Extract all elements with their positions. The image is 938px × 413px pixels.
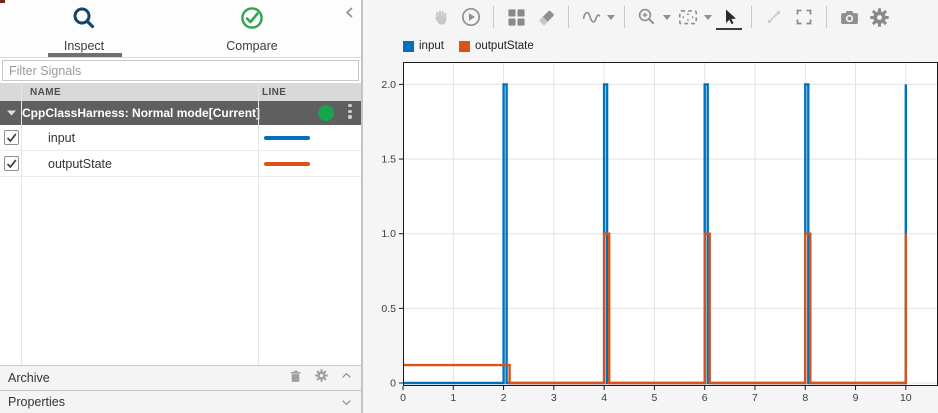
- maximize-icon[interactable]: [792, 3, 816, 31]
- run-expander-icon[interactable]: [7, 110, 16, 116]
- chevron-down-icon[interactable]: [340, 396, 353, 409]
- toolbar-separator: [751, 6, 752, 28]
- y-tick-label: 1.0: [381, 228, 396, 240]
- toolbar-separator: [624, 6, 625, 28]
- archive-label: Archive: [8, 371, 50, 385]
- magnifier-icon: [71, 5, 97, 36]
- zoom-dropdown-caret-icon[interactable]: [662, 3, 671, 31]
- line-column-separator: [258, 82, 259, 365]
- x-tick-label: 2: [501, 392, 507, 404]
- x-tick-label: 10: [900, 392, 912, 404]
- resize-diagonal-icon[interactable]: [762, 3, 786, 31]
- x-tick-label: 8: [802, 392, 808, 404]
- window-corner-accent: [0, 0, 5, 3]
- signal-name: input: [48, 130, 76, 145]
- settings-gear-icon[interactable]: [867, 3, 891, 31]
- tab-inspect[interactable]: Inspect: [0, 0, 168, 57]
- legend-swatch: [403, 40, 414, 52]
- run-options-kebab-icon[interactable]: [344, 104, 356, 119]
- column-header-name: NAME: [30, 86, 62, 98]
- chevron-left-icon: [345, 6, 353, 18]
- panel-divider[interactable]: [361, 0, 363, 413]
- series-outputState: [403, 232, 907, 385]
- legend-swatch: [458, 40, 470, 52]
- plot-panel: input outputState 0 1 2 3 4 5 6 7 8 9 10 0 0.5 1.0 1.5…: [363, 0, 938, 413]
- signal-row-input[interactable]: input: [0, 125, 361, 151]
- legend-label: input: [419, 40, 444, 52]
- filter-signals-input[interactable]: [2, 60, 359, 81]
- x-tick-label: 6: [702, 392, 708, 404]
- check-circle-icon: [239, 5, 265, 36]
- toolbar-separator: [493, 6, 494, 28]
- y-tick-label: 2.0: [381, 79, 396, 91]
- tab-compare-label: Compare: [226, 39, 278, 53]
- signal-name: outputState: [48, 156, 112, 171]
- signals-panel: Inspect Compare NAME: [0, 0, 361, 413]
- fit-dropdown-caret-icon[interactable]: [703, 3, 712, 31]
- x-tick-label: 4: [601, 392, 607, 404]
- archive-settings-gear-icon[interactable]: [314, 368, 329, 388]
- checkbox-column-separator: [21, 82, 22, 365]
- x-tick-label: 5: [651, 392, 657, 404]
- run-title: CppClassHarness: Normal mode[Current]: [22, 106, 261, 120]
- check-icon: [6, 133, 17, 143]
- x-tick-label: 7: [752, 392, 758, 404]
- signal-line-swatch: [264, 161, 310, 166]
- plot-background: [403, 62, 938, 386]
- y-tick-label: 0: [390, 378, 396, 390]
- plot-legend: input outputState: [403, 40, 534, 52]
- tab-compare[interactable]: Compare: [168, 0, 336, 57]
- pan-hand-icon[interactable]: [429, 3, 453, 31]
- table-header: NAME LINE: [0, 83, 361, 101]
- run-header-row[interactable]: CppClassHarness: Normal mode[Current]: [0, 101, 361, 125]
- trash-icon[interactable]: [288, 368, 303, 389]
- signal-checkbox[interactable]: [4, 130, 19, 145]
- signal-wave-icon[interactable]: [579, 3, 603, 31]
- signal-checkbox[interactable]: [4, 156, 19, 171]
- subplot-layout-icon[interactable]: [504, 3, 528, 31]
- column-header-line: LINE: [262, 86, 287, 98]
- legend-item-outputstate[interactable]: outputState: [458, 40, 534, 52]
- tab-inspect-label: Inspect: [63, 39, 105, 53]
- fit-to-view-icon[interactable]: [676, 3, 700, 31]
- y-tick-label: 1.5: [381, 154, 396, 166]
- run-status-badge: [318, 105, 334, 121]
- active-tab-underline: [48, 53, 122, 57]
- legend-item-input[interactable]: input: [403, 40, 444, 52]
- check-icon: [6, 159, 17, 169]
- signal-plot[interactable]: 0 1 2 3 4 5 6 7 8 9 10 0 0.5 1.0 1.5 2.0: [363, 34, 938, 413]
- legend-label: outputState: [474, 40, 534, 52]
- signal-line-swatch: [264, 135, 310, 140]
- chevron-up-icon[interactable]: [340, 369, 353, 387]
- filter-row: [0, 58, 361, 83]
- plot-toolbar: [363, 0, 938, 34]
- x-tick-label: 3: [551, 392, 557, 404]
- archive-section-header[interactable]: Archive: [0, 365, 361, 390]
- eraser-icon[interactable]: [534, 3, 558, 31]
- properties-section-header[interactable]: Properties: [0, 390, 361, 413]
- collapse-panel-button[interactable]: [341, 4, 357, 20]
- x-tick-label: 1: [450, 392, 456, 404]
- panel-tabbar: Inspect Compare: [0, 0, 361, 58]
- x-tick-label: 9: [853, 392, 859, 404]
- zoom-in-icon[interactable]: [635, 3, 659, 31]
- pointer-tool-icon[interactable]: [716, 3, 742, 31]
- replay-icon[interactable]: [459, 3, 483, 31]
- toolbar-separator: [826, 6, 827, 28]
- toolbar-separator: [568, 6, 569, 28]
- properties-label: Properties: [8, 395, 65, 409]
- snapshot-camera-icon[interactable]: [837, 3, 861, 31]
- x-tick-label: 0: [400, 392, 406, 404]
- y-tick-label: 0.5: [381, 303, 396, 315]
- signal-row-outputstate[interactable]: outputState: [0, 151, 361, 177]
- signal-wave-dropdown-caret-icon[interactable]: [606, 3, 615, 31]
